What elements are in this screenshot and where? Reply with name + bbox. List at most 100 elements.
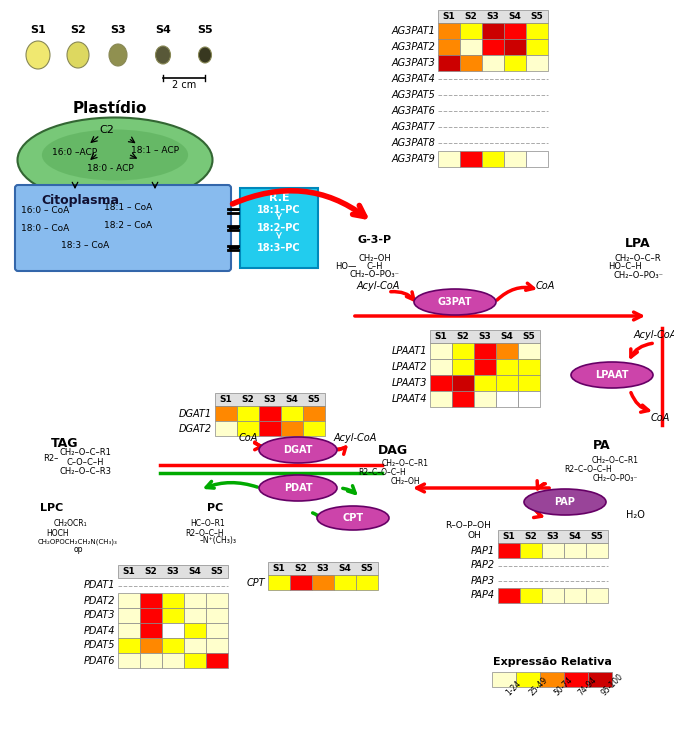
Text: Acyl-CoA: Acyl-CoA: [334, 433, 377, 443]
Text: 2 cm: 2 cm: [172, 80, 196, 90]
Bar: [474, 343, 496, 359]
Bar: [162, 638, 184, 653]
Text: S4: S4: [569, 532, 582, 541]
Bar: [184, 608, 206, 623]
Ellipse shape: [26, 41, 50, 69]
Text: DGAT: DGAT: [283, 445, 313, 455]
Bar: [430, 359, 452, 375]
Bar: [542, 543, 564, 558]
Text: S5: S5: [210, 567, 223, 576]
Bar: [215, 393, 325, 406]
Text: CH₂–O–C–R1: CH₂–O–C–R1: [381, 458, 429, 467]
Text: AG3PAT8: AG3PAT8: [391, 138, 435, 148]
Bar: [118, 608, 140, 623]
Text: S1: S1: [503, 532, 516, 541]
Text: CH₂–O–PO₃⁻: CH₂–O–PO₃⁻: [613, 270, 663, 279]
Bar: [140, 608, 162, 623]
Text: CoA: CoA: [535, 281, 555, 291]
Text: PDAT1: PDAT1: [84, 581, 115, 590]
Bar: [496, 343, 518, 359]
Text: PAP4: PAP4: [471, 590, 495, 601]
Text: 16:0 – CoA: 16:0 – CoA: [21, 206, 69, 214]
Bar: [586, 543, 608, 558]
Text: PDAT: PDAT: [284, 483, 312, 493]
Text: Expressão Relativa: Expressão Relativa: [493, 657, 611, 667]
Bar: [162, 608, 184, 623]
Text: 18:2 – CoA: 18:2 – CoA: [104, 220, 152, 229]
Bar: [281, 406, 303, 421]
Bar: [518, 343, 540, 359]
Text: OH: OH: [467, 531, 481, 539]
Text: 25-49: 25-49: [528, 675, 550, 697]
Ellipse shape: [259, 437, 337, 463]
Text: C–O–C–H: C–O–C–H: [66, 458, 104, 467]
Text: CH₂OCR₁: CH₂OCR₁: [53, 520, 87, 528]
Bar: [518, 391, 540, 407]
Ellipse shape: [109, 44, 127, 66]
Text: S2: S2: [524, 532, 537, 541]
Bar: [140, 623, 162, 638]
Text: S3: S3: [317, 564, 330, 573]
Text: CPT: CPT: [247, 578, 265, 587]
Text: PDAT3: PDAT3: [84, 610, 115, 621]
Bar: [526, 151, 548, 167]
Text: HO—: HO—: [336, 262, 357, 270]
Text: TAG: TAG: [51, 436, 79, 450]
Text: HOCH: HOCH: [47, 528, 69, 537]
Text: S2: S2: [456, 332, 469, 341]
Text: LPAAT2: LPAAT2: [392, 362, 427, 372]
Bar: [281, 421, 303, 436]
Text: S2: S2: [464, 12, 477, 21]
Text: S1: S1: [30, 25, 46, 35]
Text: CH₂–O–C–R: CH₂–O–C–R: [615, 254, 661, 262]
Bar: [184, 593, 206, 608]
Bar: [206, 623, 228, 638]
Bar: [237, 421, 259, 436]
Text: Plastídio: Plastídio: [73, 100, 147, 116]
Bar: [564, 543, 586, 558]
Text: 18:1 – CoA: 18:1 – CoA: [104, 203, 152, 212]
Bar: [118, 565, 228, 578]
Text: S5: S5: [530, 12, 543, 21]
Text: CH₂–O–C–R3: CH₂–O–C–R3: [59, 467, 111, 475]
Text: S4: S4: [501, 332, 514, 341]
Text: 1-24: 1-24: [504, 679, 522, 697]
Bar: [184, 653, 206, 668]
Text: PAP2: PAP2: [471, 561, 495, 570]
Text: CH₂–O–PO₃⁻: CH₂–O–PO₃⁻: [350, 270, 400, 279]
Bar: [118, 638, 140, 653]
Bar: [588, 672, 612, 687]
Text: 18:0 – CoA: 18:0 – CoA: [21, 223, 69, 232]
Text: S5: S5: [590, 532, 603, 541]
Bar: [460, 151, 482, 167]
Bar: [498, 588, 520, 603]
Text: CoA: CoA: [650, 413, 670, 423]
Text: Citoplasma: Citoplasma: [41, 194, 119, 206]
Bar: [356, 575, 378, 590]
Text: S5: S5: [361, 564, 373, 573]
Ellipse shape: [42, 130, 188, 181]
Bar: [518, 375, 540, 391]
Text: R2–: R2–: [42, 453, 58, 463]
Text: S4: S4: [155, 25, 171, 35]
Bar: [526, 23, 548, 39]
Bar: [474, 375, 496, 391]
Text: PAP3: PAP3: [471, 576, 495, 585]
Bar: [259, 421, 281, 436]
Text: S4: S4: [509, 12, 522, 21]
Bar: [334, 575, 356, 590]
Text: LPC: LPC: [40, 503, 63, 513]
Bar: [430, 375, 452, 391]
Bar: [162, 653, 184, 668]
Text: CH₂–OH: CH₂–OH: [390, 477, 420, 486]
Bar: [520, 543, 542, 558]
Bar: [482, 55, 504, 71]
Bar: [303, 421, 325, 436]
Bar: [430, 343, 452, 359]
Text: C–H: C–H: [367, 262, 384, 270]
Text: S3: S3: [479, 332, 491, 341]
Bar: [438, 151, 460, 167]
Bar: [140, 593, 162, 608]
Text: S5: S5: [522, 332, 535, 341]
Text: PAP: PAP: [555, 497, 576, 507]
